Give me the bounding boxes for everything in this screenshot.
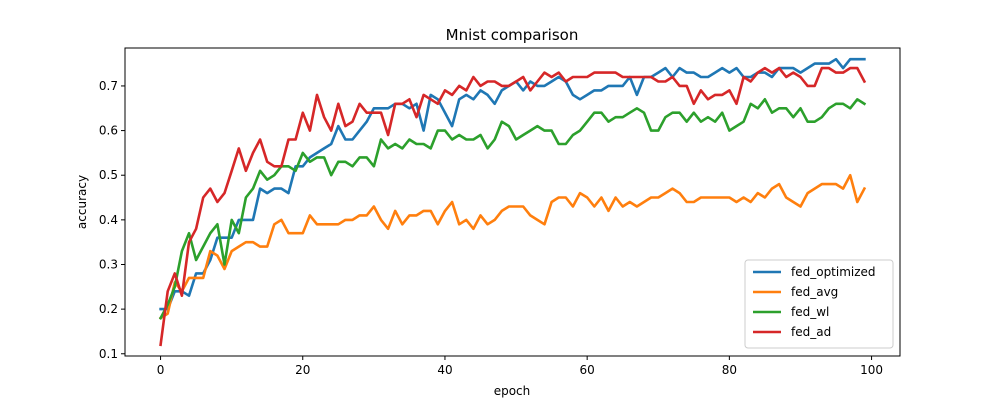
legend-label: fed_ad [791,325,831,339]
series-line-fed-ad [159,66,867,347]
y-tick-label: 0.6 [99,124,118,138]
plot-frame [124,47,901,357]
legend-box [744,259,894,349]
x-tick-label: 100 [860,363,883,377]
y-axis: 0.1 0.2 0.3 0.4 0.5 0.6 0.7 [99,79,125,361]
y-tick-label: 0.4 [99,213,118,227]
x-axis: 0 20 40 60 80 100 [157,356,883,377]
legend-label: fed_wl [791,305,829,319]
x-tick-label: 80 [722,363,737,377]
plot-area [158,57,867,347]
y-tick-label: 0.5 [99,168,118,182]
x-tick-label: 60 [580,363,595,377]
y-tick-label: 0.1 [99,347,118,361]
y-tick-label: 0.3 [99,257,118,271]
legend-label: fed_optimized [791,265,876,279]
legend: fed_optimized fed_avg fed_wl fed_ad [744,259,894,349]
y-tick-label: 0.2 [99,302,118,316]
y-tick-label: 0.7 [99,79,118,93]
series-line-fed-wl [158,98,867,320]
y-axis-label: accuracy [75,175,89,229]
series-line-fed-avg [158,173,867,320]
x-tick-label: 0 [157,363,165,377]
x-tick-label: 20 [295,363,310,377]
x-axis-label: epoch [494,384,531,398]
x-tick-label: 40 [437,363,452,377]
chart-title: Mnist comparison [446,26,579,44]
legend-label: fed_avg [791,285,838,299]
